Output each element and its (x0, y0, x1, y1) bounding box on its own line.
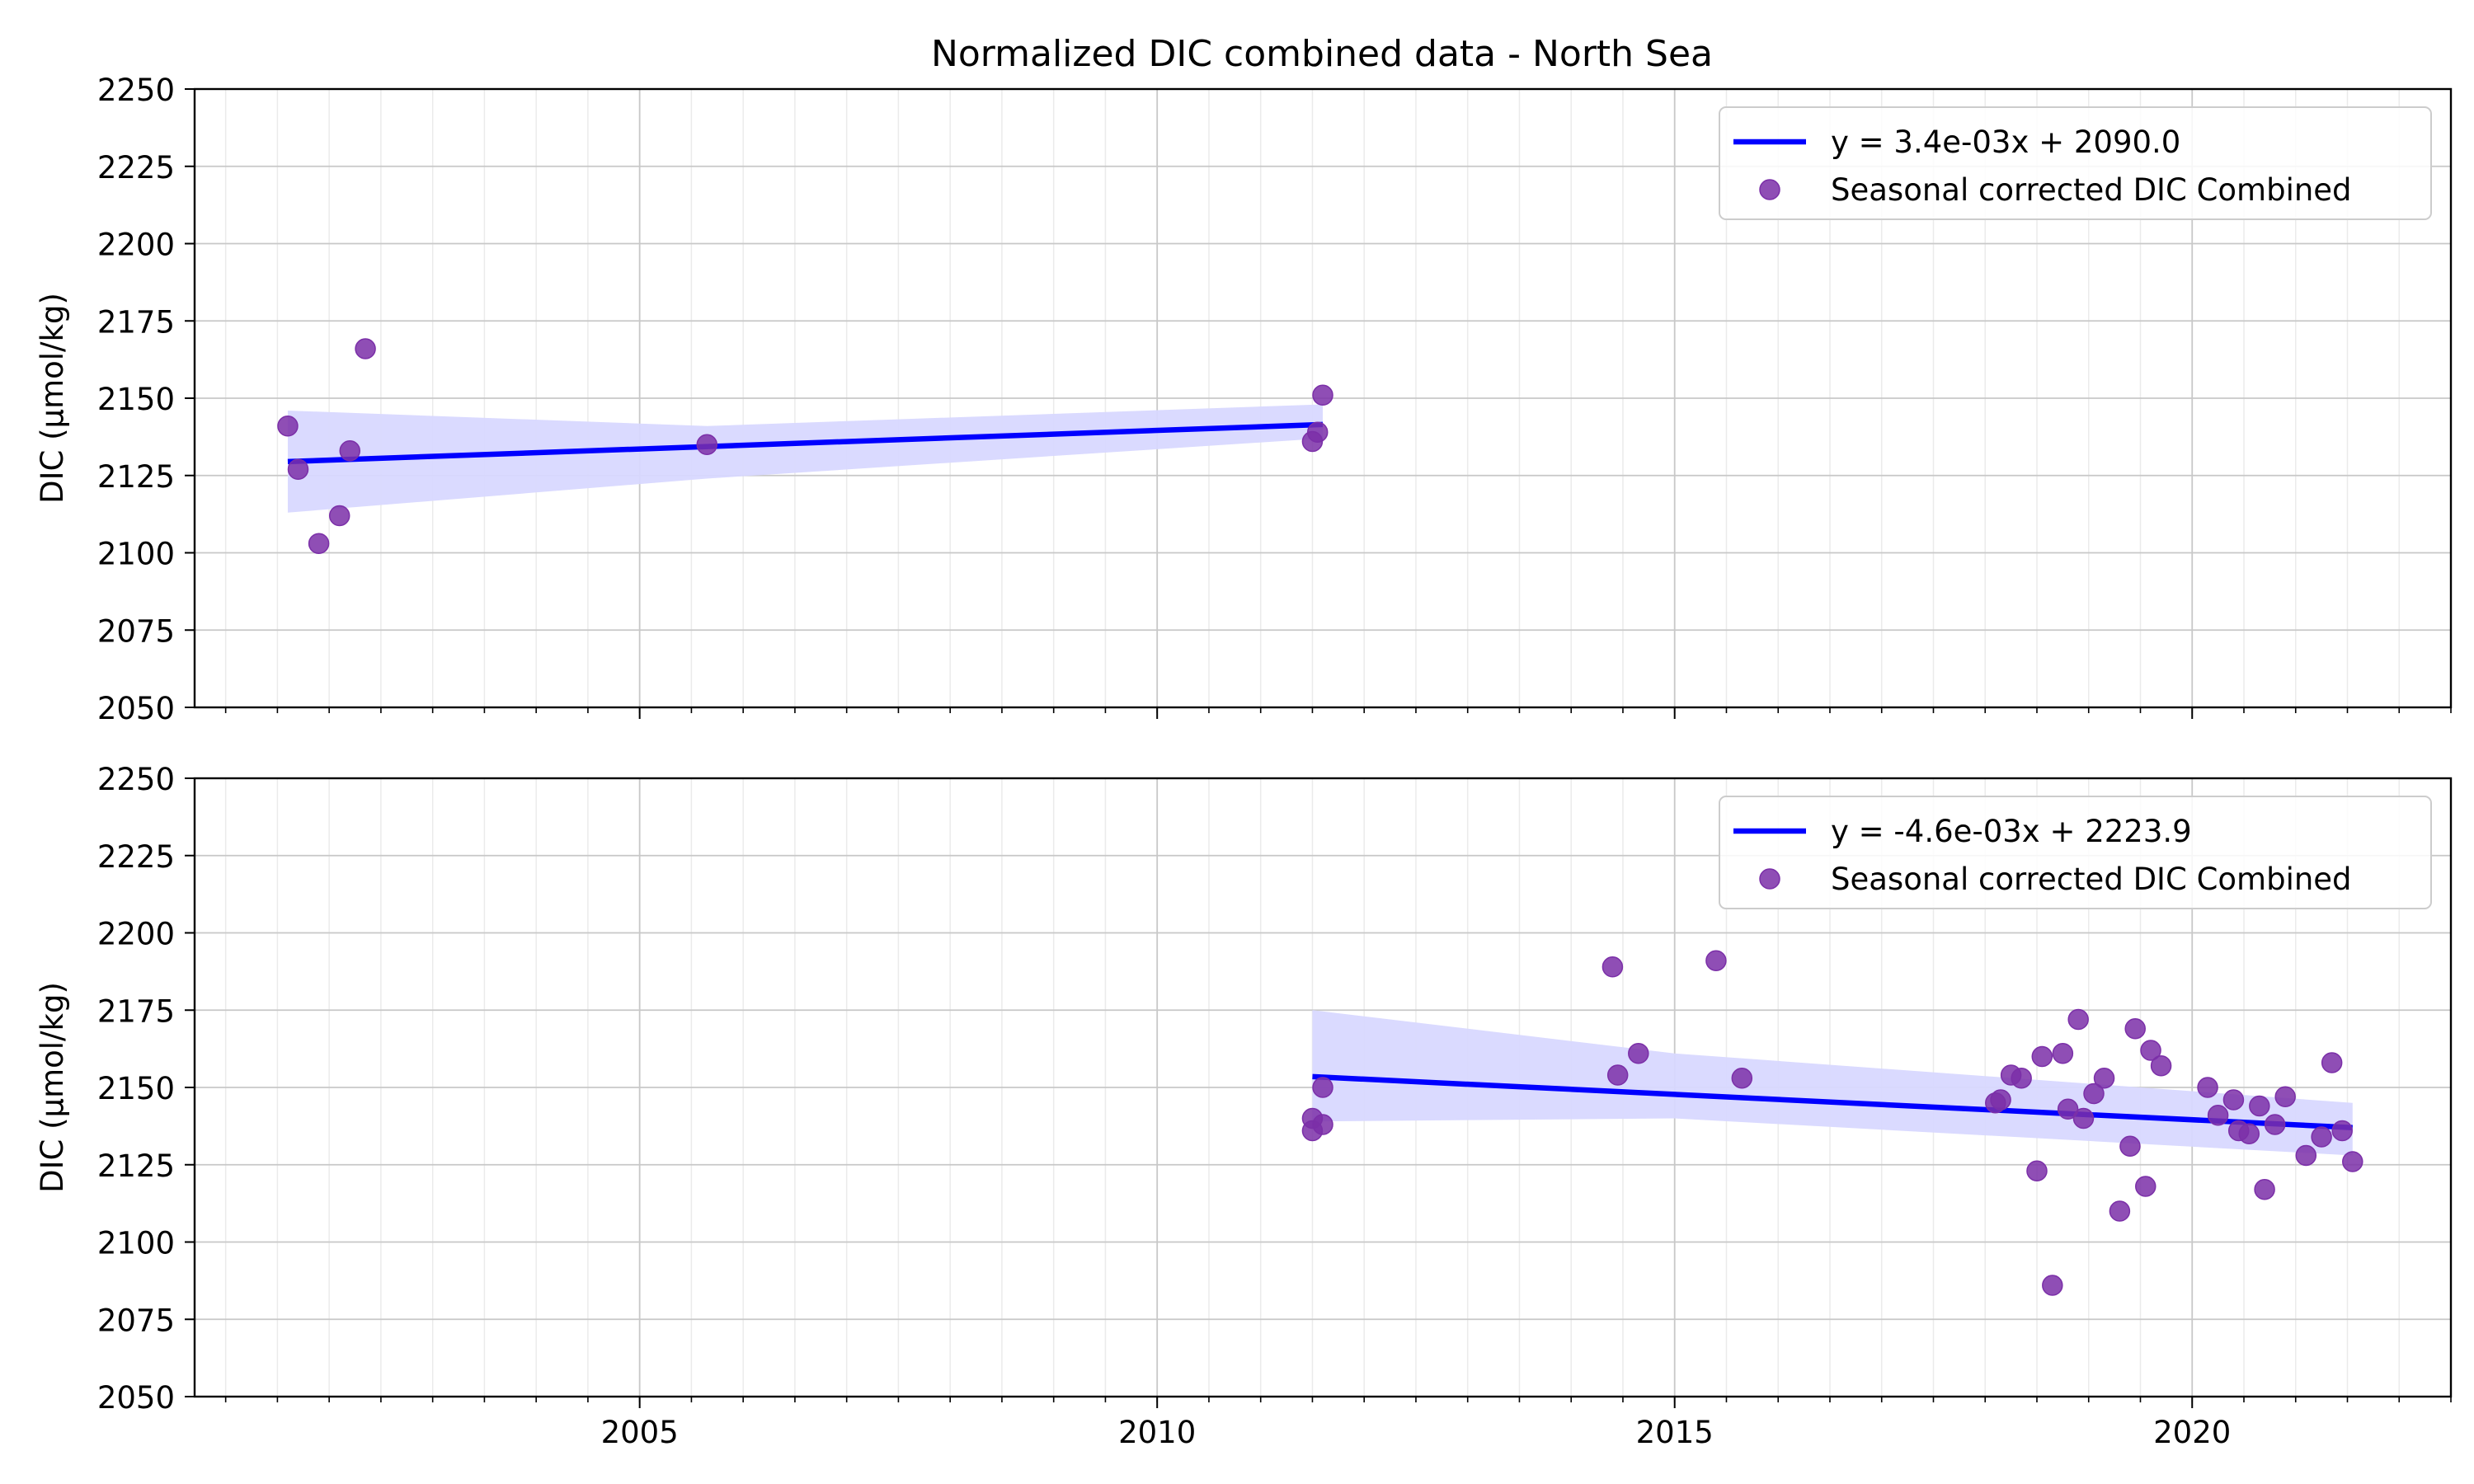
data-point (2207, 1105, 2229, 1126)
y-tick-label: 2125 (97, 1148, 175, 1184)
data-point (277, 416, 299, 437)
data-point (696, 434, 717, 455)
y-tick-label: 2050 (97, 1380, 175, 1416)
data-point (2083, 1082, 2105, 1105)
x-tick-label: 2020 (2153, 1415, 2231, 1450)
data-point (355, 338, 376, 359)
y-tick-label: 2075 (97, 1303, 175, 1338)
bottom-panel: 2050 2075 2100 2125 2150 2175 2200 2225 2250 2005… (35, 762, 2453, 1450)
x-tick-label: 2010 (1118, 1415, 1196, 1450)
data-point (1312, 384, 1333, 406)
data-point (2057, 1098, 2079, 1120)
y-tick-label: 2150 (97, 382, 175, 417)
data-point (2238, 1123, 2260, 1144)
data-point (2311, 1126, 2332, 1148)
data-point (1602, 956, 1624, 978)
y-tick-label: 2250 (97, 73, 175, 108)
y-tick-label: 2200 (97, 228, 175, 263)
data-point (2067, 1008, 2089, 1031)
legend-fit-label: y = 3.4e-03x + 2090.0 (1831, 124, 2180, 160)
data-point (287, 458, 309, 480)
data-point (1628, 1043, 1649, 1064)
legend-box (1719, 796, 2432, 909)
legend-scatter-label: Seasonal corrected DIC Combined (1831, 172, 2352, 208)
regression-line (1312, 1073, 2353, 1130)
legend-fit-label: y = -4.6e-03x + 2223.9 (1831, 814, 2192, 849)
y-axis-label: DIC (µmol/kg) (35, 982, 70, 1193)
y-tick-label: 2175 (97, 993, 175, 1029)
top-panel: 2050 2075 2100 2125 2150 2175 2200 2225 2250 DIC … (35, 73, 2453, 726)
y-tick-label: 2175 (97, 304, 175, 340)
y-tick-label: 2125 (97, 459, 175, 495)
data-point (2119, 1135, 2141, 1157)
data-point (2254, 1179, 2275, 1200)
y-tick-label: 2225 (97, 839, 175, 875)
data-point (2109, 1200, 2131, 1222)
data-point (2031, 1045, 2053, 1068)
data-point (308, 533, 330, 554)
y-axis-label: DIC (µmol/kg) (35, 293, 70, 504)
y-tick-label: 2200 (97, 917, 175, 952)
x-tick-label: 2015 (1636, 1415, 1714, 1450)
y-tick-label: 2075 (97, 613, 175, 649)
y-tick-label: 2050 (97, 691, 175, 726)
data-point (2124, 1018, 2146, 1040)
data-point (2274, 1086, 2296, 1107)
data-point (1306, 421, 1329, 443)
y-tick-label: 2100 (97, 1226, 175, 1261)
legend-scatter-swatch (1759, 179, 1780, 200)
legend-scatter-label: Seasonal corrected DIC Combined (1831, 862, 2352, 897)
data-point (1606, 1064, 1629, 1086)
data-point (2052, 1043, 2074, 1064)
regression-line (287, 421, 1324, 465)
data-point (2321, 1052, 2343, 1073)
data-point (2093, 1068, 2115, 1089)
data-point (2264, 1114, 2286, 1135)
data-point (2026, 1160, 2048, 1181)
data-point (1312, 1077, 1333, 1098)
data-point (1731, 1068, 1753, 1089)
chart-title: Normalized DIC combined data - North Sea (931, 33, 1713, 75)
data-point (2135, 1176, 2157, 1197)
data-point (2222, 1089, 2245, 1111)
y-tick-label: 2225 (97, 150, 175, 186)
data-point (2011, 1068, 2032, 1089)
data-point (2150, 1055, 2172, 1077)
data-point (339, 440, 361, 462)
legend-scatter-swatch (1759, 868, 1780, 890)
data-point (2342, 1151, 2363, 1172)
y-tick-label: 2100 (97, 537, 175, 572)
data-point (1312, 1114, 1333, 1135)
y-tick-label: 2150 (97, 1071, 175, 1106)
x-tick-label: 2005 (601, 1415, 679, 1450)
data-point (2042, 1275, 2063, 1296)
data-point (2140, 1040, 2161, 1061)
data-point (2249, 1095, 2270, 1117)
data-point (2072, 1107, 2095, 1129)
data-point (1990, 1089, 2011, 1111)
data-point (2331, 1120, 2353, 1142)
y-tick-label: 2250 (97, 762, 175, 797)
data-point (2197, 1077, 2218, 1098)
legend-box (1719, 106, 2432, 220)
data-point (1705, 950, 1727, 971)
data-point (2295, 1144, 2317, 1167)
data-point (328, 505, 350, 527)
